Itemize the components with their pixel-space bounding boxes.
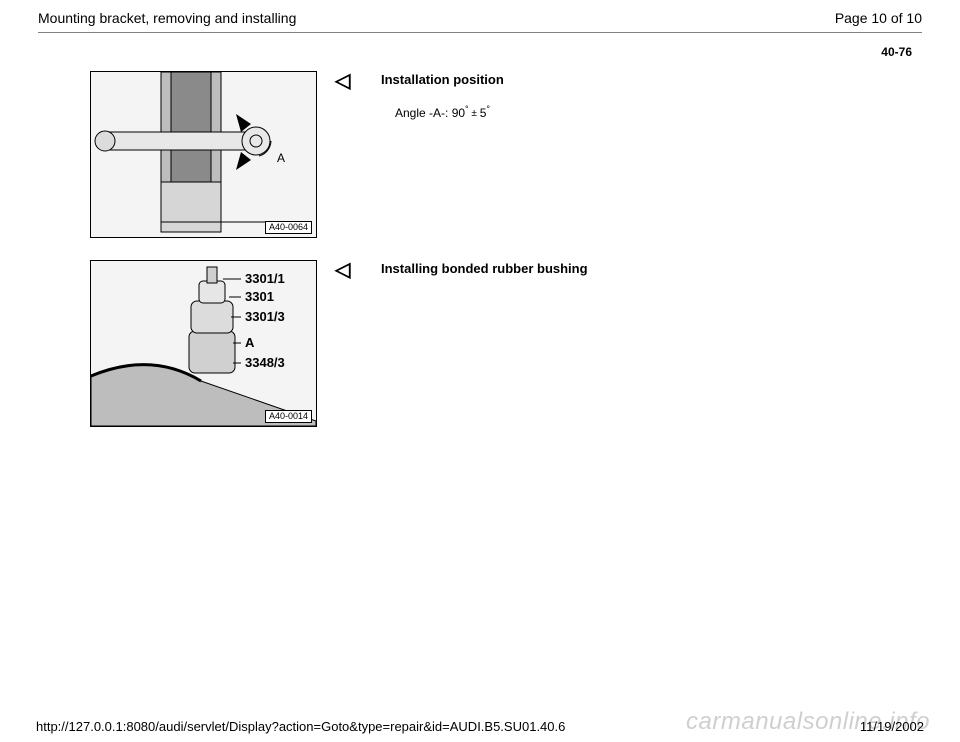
plus-minus-symbol: ± (469, 108, 480, 119)
svg-text:3301/1: 3301/1 (245, 271, 285, 286)
svg-text:3301: 3301 (245, 289, 274, 304)
instruction-heading: Installing bonded rubber bushing (381, 260, 912, 278)
svg-text:3301/3: 3301/3 (245, 309, 285, 324)
instruction-text: Installing bonded rubber bushing (381, 260, 912, 292)
instruction-block: 3301/1 3301 3301/3 A 3348/3 A40-0014 ◁ I… (90, 260, 912, 427)
svg-text:A: A (245, 335, 255, 350)
content-area: A A40-0064 ◁ Installation position Angle… (0, 63, 960, 427)
pointer-arrow-icon: ◁ (335, 260, 363, 280)
header-title: Mounting bracket, removing and installin… (38, 10, 296, 26)
manual-page: Mounting bracket, removing and installin… (0, 0, 960, 742)
degree-symbol: ° (486, 104, 490, 114)
page-footer: http://127.0.0.1:8080/audi/servlet/Displ… (0, 719, 960, 742)
header-page-label: Page 10 of 10 (835, 10, 922, 26)
figure-installation-position: A A40-0064 (90, 71, 317, 238)
figure-id-label: A40-0014 (265, 410, 312, 423)
page-header: Mounting bracket, removing and installin… (0, 0, 960, 32)
pointer-arrow-icon: ◁ (335, 71, 363, 91)
figure-id-label: A40-0064 (265, 221, 312, 234)
angle-prefix: Angle -A-: 90 (395, 106, 465, 120)
svg-text:3348/3: 3348/3 (245, 355, 285, 370)
instruction-heading: Installation position (381, 71, 912, 89)
instruction-block: A A40-0064 ◁ Installation position Angle… (90, 71, 912, 238)
instruction-text: Installation position Angle -A-: 90° ± 5… (381, 71, 912, 122)
page-reference: 40-76 (0, 33, 960, 63)
figure-bonded-rubber-bushing: 3301/1 3301 3301/3 A 3348/3 A40-0014 (90, 260, 317, 427)
angle-label: A (277, 151, 285, 165)
footer-url: http://127.0.0.1:8080/audi/servlet/Displ… (36, 719, 565, 734)
footer-date: 11/19/2002 (860, 719, 924, 734)
instruction-body: Angle -A-: 90° ± 5° (381, 103, 912, 122)
